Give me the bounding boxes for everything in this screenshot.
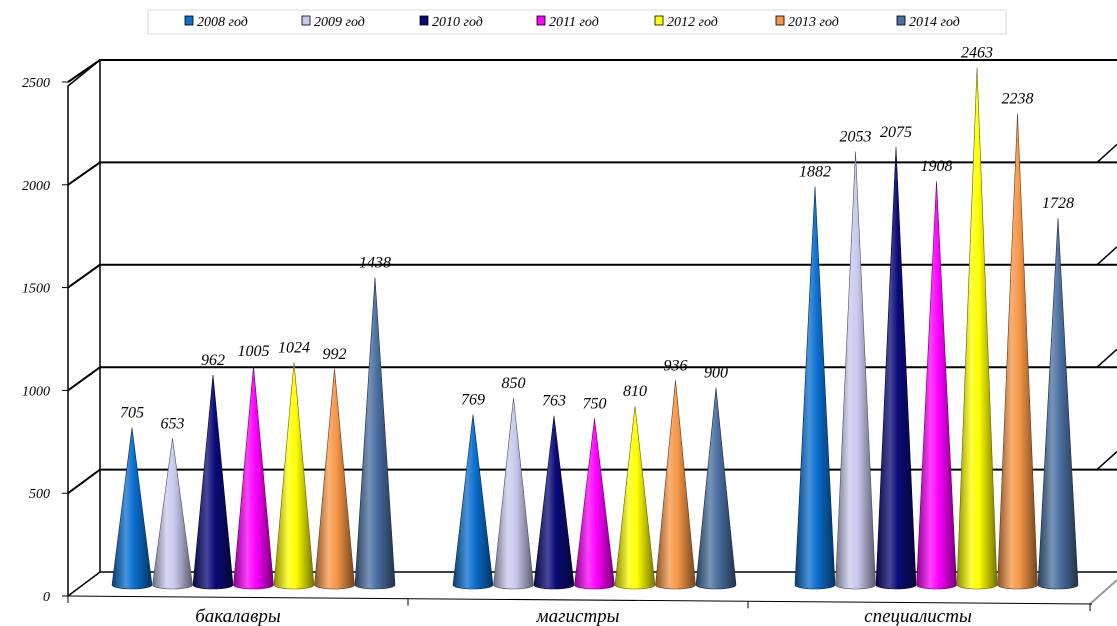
y-tick-label: 2000 [22, 179, 50, 194]
cone-bar [695, 387, 737, 590]
gridline-right-edge [1096, 143, 1117, 163]
legend-label: 2012 год [667, 15, 718, 30]
value-label: 810 [623, 383, 647, 400]
y-tick-label: 1500 [22, 282, 50, 297]
value-label: 763 [542, 393, 566, 410]
value-label: 750 [583, 395, 607, 412]
cone-bar [794, 186, 836, 590]
legend-label: 2009 год [314, 15, 365, 30]
gridline-right-edge [1096, 246, 1117, 266]
value-label: 2053 [840, 129, 872, 146]
gridline [67, 263, 1117, 289]
value-label: 705 [120, 405, 144, 422]
cone-bar [655, 380, 696, 590]
gridline [67, 468, 1117, 495]
value-label: 962 [201, 352, 225, 369]
legend-swatch [536, 15, 546, 26]
gridline [67, 161, 1117, 186]
legend-swatch [419, 15, 429, 26]
cone-bar [233, 366, 274, 590]
cone-bar [875, 147, 917, 590]
value-label: 1882 [799, 164, 831, 181]
legend-swatch [301, 15, 311, 26]
gridline-right-edge [1096, 348, 1117, 368]
side-wall-edge [67, 59, 101, 596]
legend-box [147, 9, 1007, 35]
legend: 2008 год 2009 год 2010 год 2011 год 2012 год… [147, 9, 1007, 35]
cone-bar [956, 67, 998, 590]
cone-bar [354, 277, 396, 590]
x-category-label: магистры [535, 606, 619, 626]
value-label: 2463 [961, 45, 993, 62]
legend-entry: 2014 год [896, 15, 960, 30]
legend-label: 2010 год [432, 15, 483, 30]
cone-bar [111, 427, 153, 590]
cone-bar [835, 151, 876, 590]
value-label: 769 [461, 392, 485, 409]
y-tick-label: 1000 [22, 384, 50, 399]
gridline [67, 59, 1117, 83]
cone-bar [916, 181, 957, 590]
x-axis: бакалавры магистры специалисты [67, 595, 1093, 626]
legend-swatch [775, 15, 785, 26]
gridline-right-edge [1096, 451, 1117, 471]
y-tick-label: 500 [29, 487, 50, 502]
legend-entry: 2011 год [536, 15, 599, 30]
legend-label: 2008 год [197, 15, 248, 30]
floor-corner-edge [1089, 579, 1117, 605]
value-label: 850 [502, 375, 526, 392]
cones [111, 67, 1079, 590]
value-label: 1024 [278, 339, 310, 356]
legend-swatch [654, 15, 664, 26]
cone-bar [152, 438, 193, 590]
value-label: 900 [704, 365, 728, 382]
value-label: 2238 [1002, 91, 1034, 108]
legend-entry: 2009 год [301, 15, 365, 30]
cone-bar [314, 368, 355, 590]
y-tick-label: 0 [43, 590, 50, 605]
value-labels: 705 653 962 1005 1024 992 1438 769 850 763 750 810 9… [120, 45, 1074, 433]
cone-bar [997, 113, 1038, 590]
value-label: 1438 [359, 254, 391, 271]
value-label: 1908 [921, 158, 953, 175]
legend-label: 2011 год [549, 15, 599, 30]
legend-entry: 2010 год [419, 15, 483, 30]
floor-side-edge [67, 571, 101, 597]
value-label: 653 [161, 415, 185, 432]
x-category-label: специалисты [864, 606, 972, 626]
y-axis: 0 500 1000 1500 2000 2500 [22, 76, 68, 605]
legend-entry: 2013 год [775, 15, 839, 30]
cone-bar [192, 374, 234, 590]
x-category-label: бакалавры [195, 606, 281, 626]
gridlines [67, 59, 1117, 495]
cone-bar [533, 415, 575, 590]
legend-label: 2014 год [909, 15, 960, 30]
cone-bar [273, 362, 315, 590]
gridline [67, 366, 1117, 392]
legend-label: 2013 год [788, 15, 839, 30]
cone-bar [614, 406, 656, 590]
legend-entry: 2012 год [654, 15, 718, 30]
cone-bar [1037, 218, 1079, 590]
cone-bar [493, 397, 534, 590]
value-label: 936 [664, 357, 688, 374]
cone-bar [574, 418, 615, 590]
value-label: 2075 [880, 124, 912, 141]
y-tick-label: 2500 [22, 76, 50, 91]
legend-entry: 2008 год [184, 15, 248, 30]
cone-bar [452, 414, 494, 590]
x-axis-line [67, 595, 1093, 605]
value-label: 1728 [1042, 195, 1074, 212]
value-label: 1005 [238, 343, 270, 360]
legend-swatch [896, 15, 906, 26]
value-label: 992 [323, 346, 347, 363]
legend-swatch [184, 15, 194, 26]
